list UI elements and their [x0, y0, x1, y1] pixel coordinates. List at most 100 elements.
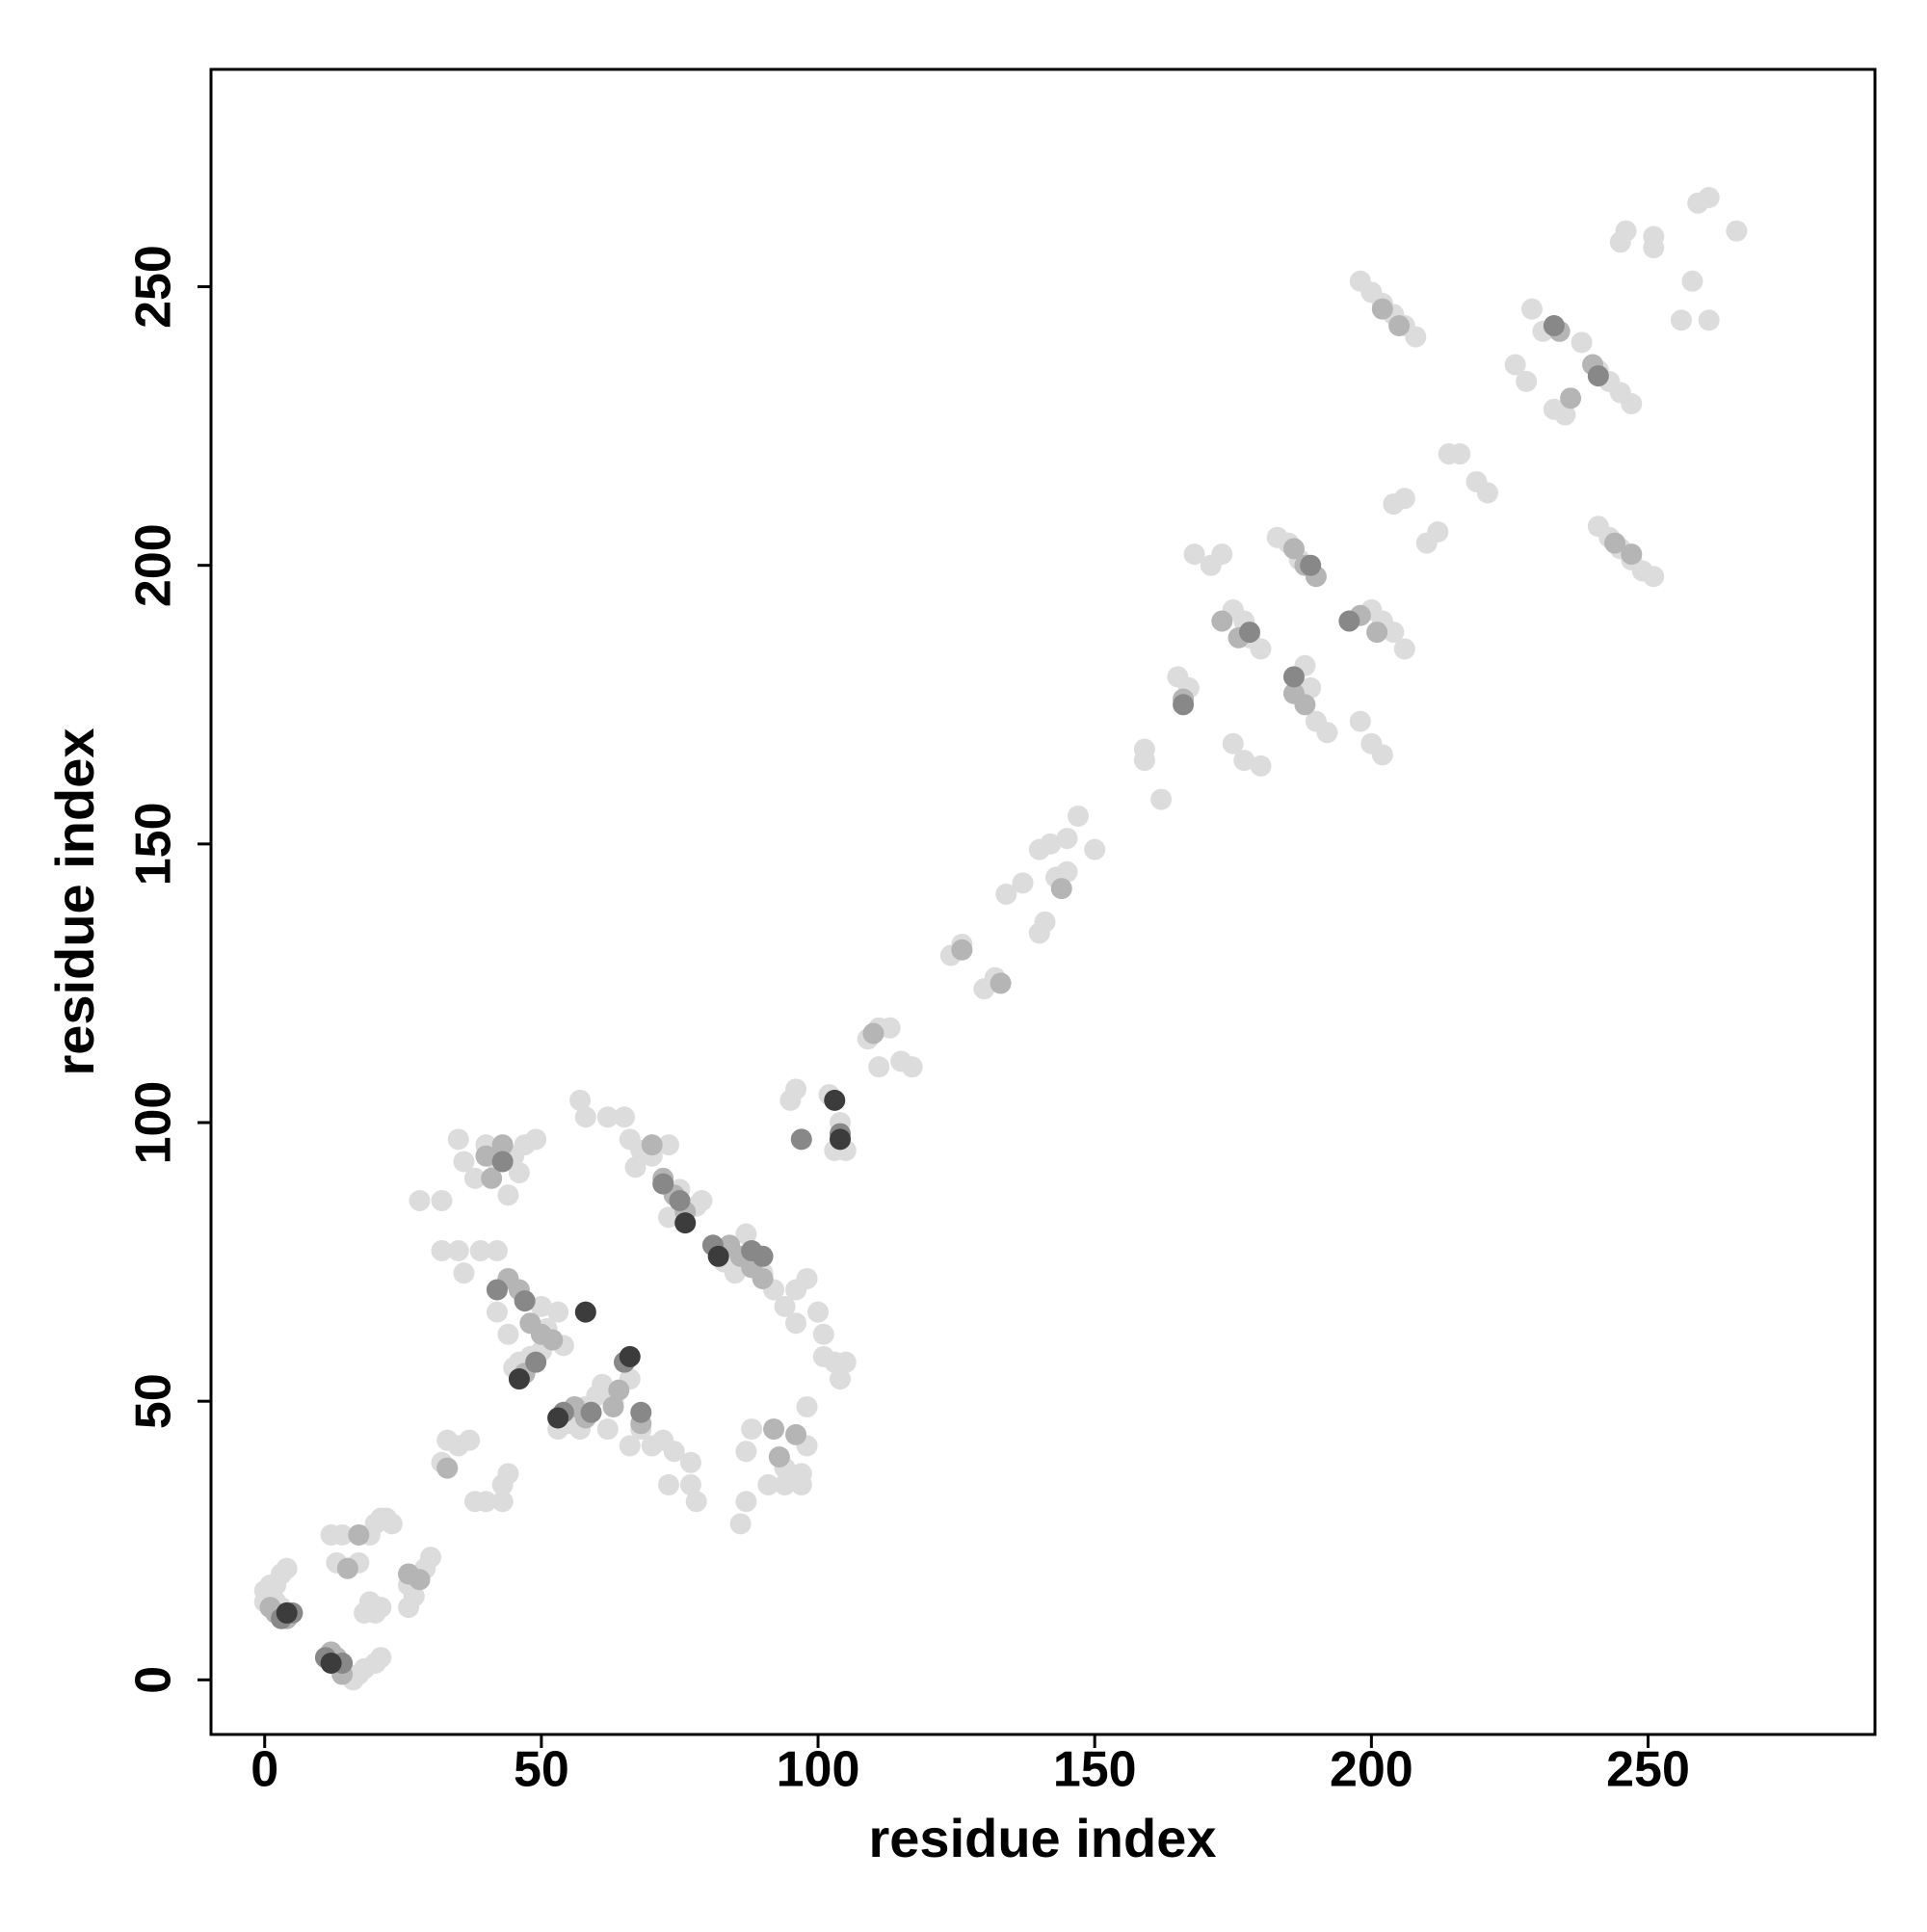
x-tick-label: 0 [251, 1742, 278, 1798]
point [1056, 828, 1078, 850]
point [453, 1151, 475, 1173]
point [497, 1463, 519, 1485]
point [1371, 298, 1393, 320]
point [596, 1418, 619, 1441]
point [790, 1128, 812, 1151]
point [679, 1473, 701, 1495]
point [525, 1128, 547, 1151]
point [447, 1240, 469, 1262]
y-tick-label: 0 [126, 1666, 182, 1694]
point [1056, 860, 1078, 883]
point [812, 1323, 834, 1345]
point [619, 1435, 641, 1457]
y-tick-label: 150 [126, 802, 182, 886]
point [1520, 298, 1543, 320]
point [370, 1597, 392, 1619]
point [834, 1351, 857, 1373]
point [990, 972, 1012, 994]
point [348, 1523, 370, 1546]
point [1371, 744, 1393, 766]
point [652, 1173, 674, 1195]
point [486, 1301, 508, 1323]
point [541, 1329, 564, 1351]
point [641, 1134, 663, 1156]
point [1316, 722, 1338, 744]
point [497, 1184, 519, 1206]
point [624, 1156, 647, 1178]
y-tick-label: 200 [126, 523, 182, 607]
point [420, 1547, 442, 1569]
point [508, 1368, 530, 1390]
point [574, 1301, 596, 1323]
point [547, 1407, 569, 1429]
point [741, 1418, 763, 1441]
point [1726, 220, 1748, 242]
point [530, 1295, 552, 1317]
point [763, 1418, 785, 1441]
point [1173, 694, 1195, 716]
point [580, 1401, 602, 1423]
point [729, 1513, 752, 1535]
point [796, 1395, 818, 1417]
point [475, 1145, 497, 1167]
x-tick-label: 150 [1053, 1742, 1137, 1798]
point [1034, 911, 1056, 933]
point [1681, 270, 1703, 292]
point [1282, 666, 1305, 688]
point [370, 1647, 392, 1669]
point [757, 1473, 779, 1495]
point [1504, 354, 1526, 376]
point [774, 1295, 796, 1317]
point [1050, 878, 1072, 900]
point [1366, 622, 1388, 644]
point [431, 1189, 453, 1211]
point [1222, 732, 1244, 754]
point [663, 1441, 685, 1463]
plot-frame [209, 67, 1877, 1736]
point [486, 1279, 508, 1301]
x-tick-label: 200 [1330, 1742, 1413, 1798]
point [1388, 315, 1411, 337]
point [320, 1652, 342, 1674]
point [807, 1301, 830, 1323]
y-axis-title: residue index [44, 728, 105, 1075]
point [431, 1240, 453, 1262]
point [790, 1473, 812, 1495]
y-tick-label: 250 [126, 245, 182, 329]
point [1084, 838, 1106, 860]
point [481, 1167, 503, 1189]
point [812, 1345, 834, 1367]
point [657, 1206, 679, 1229]
point [1040, 833, 1062, 855]
y-tick-label: 100 [126, 1081, 182, 1165]
x-tick-label: 100 [777, 1742, 860, 1798]
point [1643, 225, 1665, 248]
point [525, 1351, 547, 1373]
point [1604, 532, 1626, 554]
point [547, 1301, 569, 1323]
point [447, 1128, 469, 1151]
point [1516, 370, 1538, 392]
point [785, 1423, 807, 1445]
point [657, 1473, 679, 1495]
point [1300, 676, 1322, 699]
point [830, 1368, 852, 1390]
point [868, 1056, 890, 1078]
point [381, 1513, 403, 1535]
point [1300, 554, 1322, 576]
point [1393, 488, 1415, 510]
point [735, 1441, 757, 1463]
y-tick-label: 50 [126, 1373, 182, 1429]
point [491, 1134, 514, 1156]
point [774, 1473, 796, 1495]
point [879, 1017, 901, 1039]
point [453, 1262, 475, 1284]
point [785, 1078, 807, 1100]
point [685, 1491, 707, 1513]
point [602, 1395, 624, 1417]
point [469, 1240, 491, 1262]
point [491, 1491, 514, 1513]
point [409, 1569, 431, 1591]
point [995, 883, 1017, 905]
